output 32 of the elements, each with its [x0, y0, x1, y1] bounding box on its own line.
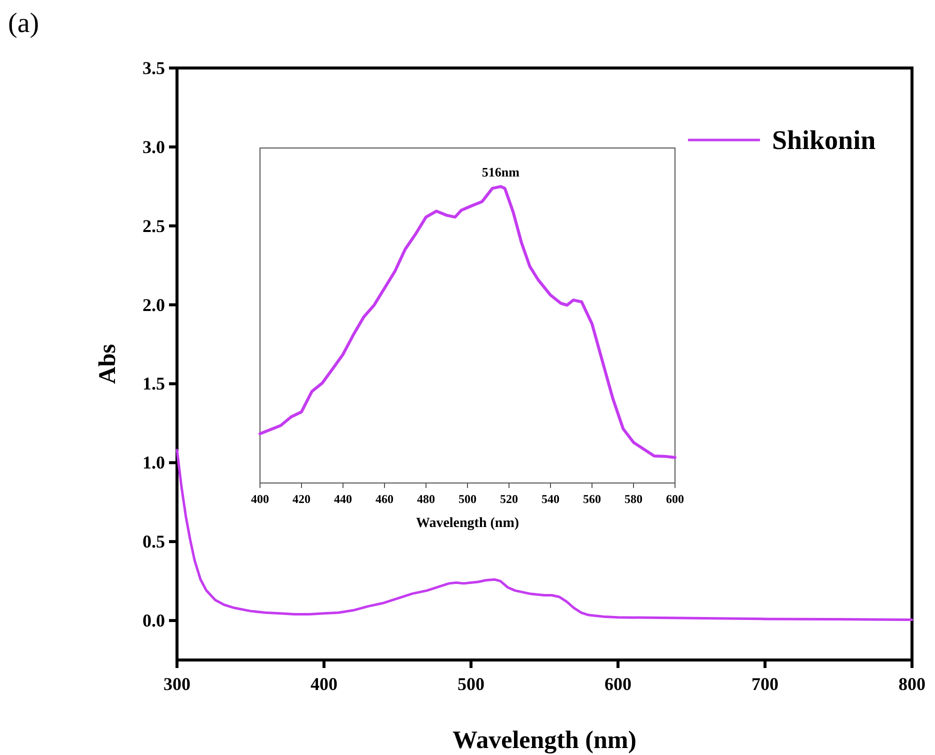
y-axis-title: Abs [95, 344, 121, 384]
x-tick-label: 600 [666, 492, 684, 506]
x-tick-label: 500 [458, 674, 484, 694]
x-tick-label: 420 [292, 492, 310, 506]
x-tick-label: 560 [583, 492, 601, 506]
x-tick-label: 400 [251, 492, 269, 506]
x-tick-label: 440 [334, 492, 352, 506]
x-tick-label: 600 [604, 674, 632, 694]
x-tick-label: 540 [542, 492, 560, 506]
y-tick-label: 0.5 [142, 532, 165, 552]
y-tick-label: 2.5 [142, 216, 165, 236]
y-tick-label: 2.0 [142, 294, 165, 315]
y-tick-label: 1.0 [142, 452, 165, 473]
x-tick-label: 520 [500, 492, 518, 506]
x-tick-label: 400 [310, 674, 338, 694]
y-tick-label: 0.0 [142, 610, 165, 631]
y-tick-label: 3.0 [142, 136, 165, 157]
x-tick-label: 800 [898, 674, 926, 694]
chart-title: (a) [8, 8, 40, 39]
x-axis-title: Wavelength (nm) [452, 727, 637, 754]
x-tick-label: 580 [624, 492, 642, 506]
x-tick-label: 500 [458, 492, 476, 506]
x-tick-label: 480 [417, 492, 435, 506]
x-tick-label: 700 [752, 674, 778, 694]
annotation: 516nm [482, 164, 520, 180]
y-tick-label: 1.5 [142, 374, 165, 394]
line-series [176, 448, 914, 621]
x-tick-label: 460 [376, 492, 394, 506]
legend-label: Shikonin [772, 125, 876, 155]
y-tick-label: 3.5 [142, 58, 165, 78]
x-axis-title: Wavelength (nm) [416, 516, 520, 531]
x-tick-label: 300 [164, 674, 190, 694]
